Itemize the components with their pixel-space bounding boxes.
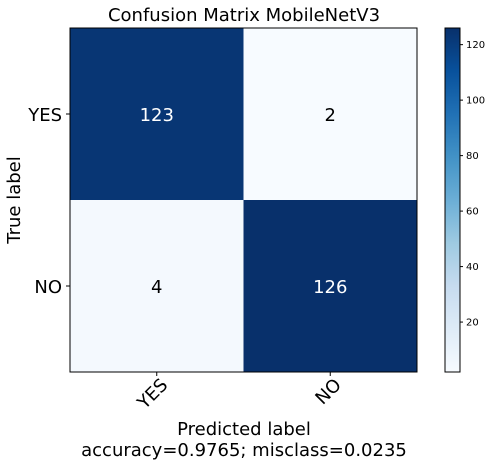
y-tick-label-1: NO (34, 277, 62, 298)
colorbar-tick-label-5: 120 (466, 40, 485, 51)
colorbar-ticks: 20 40 60 80 100 120 (460, 40, 485, 328)
colorbar-tick-label-4: 100 (466, 96, 485, 107)
colorbar-tick-label-3: 80 (466, 151, 479, 162)
chart-title: Confusion Matrix MobileNetV3 (108, 5, 380, 26)
colorbar (445, 28, 460, 372)
x-axis-note: accuracy=0.9765; misclass=0.0235 (81, 440, 407, 461)
x-tick-label-1: NO (311, 375, 345, 409)
colorbar-tick-label-1: 40 (466, 262, 479, 273)
y-axis-label: True label (4, 156, 25, 245)
matrix-cells (70, 28, 417, 372)
x-axis-ticks: YES NO (133, 372, 346, 414)
y-tick-label-0: YES (27, 105, 62, 126)
x-tick-label-0: YES (133, 375, 172, 414)
cell-value-1-0: 4 (151, 277, 162, 298)
x-axis-label: Predicted label (177, 419, 311, 440)
colorbar-tick-label-0: 20 (466, 318, 479, 329)
y-axis-ticks: YES NO (27, 105, 70, 298)
cell-value-1-1: 126 (313, 277, 347, 298)
cell-value-0-1: 2 (325, 105, 336, 126)
cell-value-0-0: 123 (140, 105, 174, 126)
colorbar-tick-label-2: 60 (466, 207, 479, 218)
